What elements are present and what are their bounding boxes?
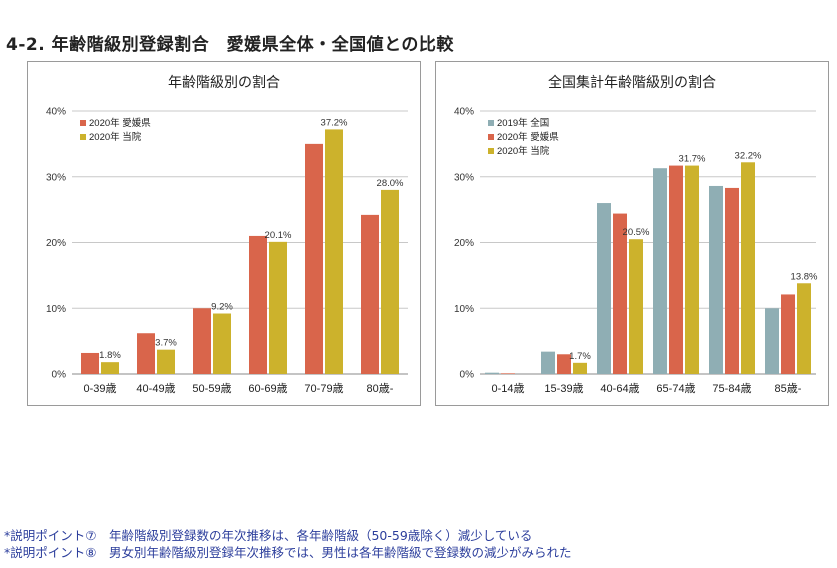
bar bbox=[213, 313, 231, 374]
bar bbox=[725, 187, 739, 374]
legend-swatch bbox=[80, 120, 86, 126]
bar bbox=[101, 362, 119, 374]
bar bbox=[741, 162, 755, 374]
data-label: 20.5% bbox=[623, 227, 650, 238]
chart-panel-national: 全国集計年齢階級別の割合 0% 10% 20% 30% 40% 0-14歳 1.7% 15-3… bbox=[435, 61, 829, 406]
bar bbox=[249, 235, 267, 374]
legend-label: 2020年 当院 bbox=[89, 131, 142, 143]
legend-label: 2020年 愛媛県 bbox=[497, 131, 559, 143]
x-tick-label: 15-39歳 bbox=[544, 382, 583, 395]
bar-chart-prefecture: 0% 10% 20% 30% 40% 1.8% 0-39歳 3.7% 40-49歳 9.2% 50-… bbox=[46, 107, 408, 395]
bar bbox=[381, 189, 399, 374]
data-label: 13.8% bbox=[791, 271, 818, 282]
bar bbox=[361, 214, 379, 374]
y-tick-label: 10% bbox=[454, 304, 474, 315]
bar bbox=[765, 308, 779, 374]
bar bbox=[669, 165, 683, 374]
bar bbox=[485, 372, 499, 374]
data-label: 28.0% bbox=[377, 178, 404, 189]
bar bbox=[325, 129, 343, 374]
chart-title: 年齢階級別の割合 bbox=[168, 75, 280, 91]
bar-chart-national: 0% 10% 20% 30% 40% 0-14歳 1.7% 15-39歳 20.5% 40-64歳… bbox=[454, 107, 818, 396]
bar bbox=[557, 354, 571, 374]
y-tick-label: 40% bbox=[46, 107, 66, 118]
x-tick-label: 40-49歳 bbox=[136, 382, 175, 395]
bar bbox=[629, 239, 643, 374]
data-label: 3.7% bbox=[155, 338, 177, 349]
page-title: 4-2. 年齢階級別登録割合 愛媛県全体・全国値との比較 bbox=[6, 35, 454, 55]
bar bbox=[685, 165, 699, 374]
bar bbox=[501, 373, 515, 374]
data-label: 1.8% bbox=[99, 350, 121, 361]
x-tick-label: 75-84歳 bbox=[712, 382, 751, 395]
x-tick-label: 0-39歳 bbox=[83, 382, 116, 395]
y-tick-label: 30% bbox=[46, 172, 66, 183]
data-label: 31.7% bbox=[679, 154, 706, 165]
bar bbox=[709, 185, 723, 374]
y-tick-label: 20% bbox=[46, 238, 66, 249]
y-tick-label: 10% bbox=[46, 304, 66, 315]
data-label: 37.2% bbox=[321, 117, 348, 128]
x-tick-label: 60-69歳 bbox=[248, 382, 287, 395]
y-tick-label: 0% bbox=[52, 370, 67, 381]
legend-swatch bbox=[80, 134, 86, 140]
chart-panel-prefecture: 年齢階級別の割合 0% 10% 20% 30% 40% 1.8% 0-39歳 3.7% 40-4… bbox=[27, 61, 421, 406]
y-tick-label: 0% bbox=[460, 370, 475, 381]
bar bbox=[797, 283, 811, 374]
bar bbox=[269, 241, 287, 374]
x-tick-label: 0-14歳 bbox=[491, 382, 524, 395]
bar bbox=[193, 308, 211, 374]
bar bbox=[81, 352, 99, 374]
bar bbox=[597, 203, 611, 374]
data-label: 32.2% bbox=[735, 150, 762, 161]
data-label: 1.7% bbox=[569, 351, 591, 362]
x-tick-label: 50-59歳 bbox=[192, 382, 231, 395]
legend-swatch bbox=[488, 148, 494, 154]
footnote-8: *説明ポイント⑧ 男女別年齢階級別登録年次推移では、男性は各年齢階級で登録数の減… bbox=[4, 545, 572, 560]
legend-label: 2020年 当院 bbox=[497, 145, 550, 157]
legend-swatch bbox=[488, 120, 494, 126]
x-tick-label: 80歳- bbox=[367, 382, 394, 395]
bar bbox=[305, 143, 323, 374]
x-tick-label: 40-64歳 bbox=[600, 382, 639, 395]
legend-label: 2020年 愛媛県 bbox=[89, 117, 151, 129]
legend-label: 2019年 全国 bbox=[497, 117, 549, 129]
data-label: 9.2% bbox=[211, 302, 233, 313]
bar bbox=[613, 213, 627, 374]
chart-title: 全国集計年齢階級別の割合 bbox=[548, 75, 716, 91]
bar bbox=[541, 351, 555, 374]
bar bbox=[157, 349, 175, 374]
x-tick-label: 65-74歳 bbox=[656, 382, 695, 395]
bar bbox=[573, 362, 587, 374]
footnote-7: *説明ポイント⑦ 年齢階級別登録数の年次推移は、各年齢階級（50-59歳除く）減… bbox=[4, 528, 533, 543]
y-tick-label: 20% bbox=[454, 238, 474, 249]
y-tick-label: 40% bbox=[454, 107, 474, 118]
bar bbox=[653, 168, 667, 374]
x-tick-label: 85歳- bbox=[775, 382, 802, 395]
bar bbox=[781, 294, 795, 374]
y-tick-label: 30% bbox=[454, 172, 474, 183]
footnotes: *説明ポイント⑦ 年齢階級別登録数の年次推移は、各年齢階級（50-59歳除く）減… bbox=[4, 527, 571, 561]
legend-swatch bbox=[488, 134, 494, 140]
data-label: 20.1% bbox=[265, 230, 292, 241]
x-tick-label: 70-79歳 bbox=[304, 382, 343, 395]
bar bbox=[137, 333, 155, 374]
